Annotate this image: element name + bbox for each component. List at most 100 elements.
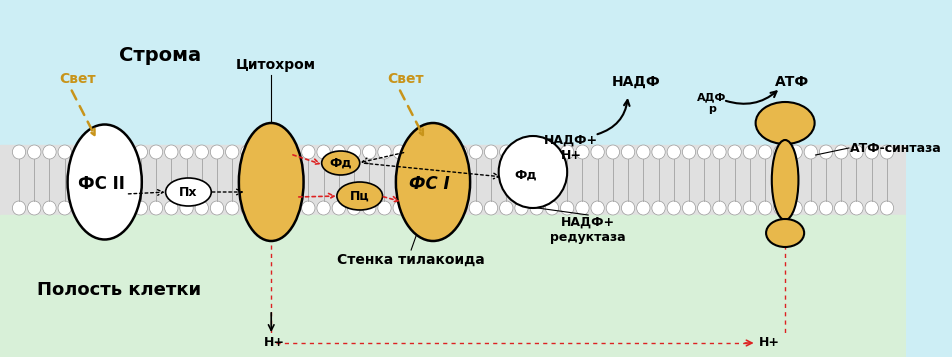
Circle shape bbox=[622, 201, 635, 215]
Text: Пц: Пц bbox=[350, 190, 369, 202]
Text: Пх: Пх bbox=[179, 186, 198, 198]
Circle shape bbox=[347, 145, 361, 159]
Circle shape bbox=[561, 145, 574, 159]
Text: Фд: Фд bbox=[329, 156, 352, 170]
Circle shape bbox=[378, 201, 391, 215]
Circle shape bbox=[683, 201, 696, 215]
Circle shape bbox=[622, 145, 635, 159]
Circle shape bbox=[165, 201, 178, 215]
Ellipse shape bbox=[239, 123, 304, 241]
Circle shape bbox=[287, 145, 300, 159]
Circle shape bbox=[683, 145, 696, 159]
Circle shape bbox=[180, 145, 193, 159]
Text: Свет: Свет bbox=[387, 72, 424, 86]
Circle shape bbox=[271, 201, 285, 215]
Ellipse shape bbox=[68, 125, 142, 240]
Circle shape bbox=[591, 145, 605, 159]
Circle shape bbox=[332, 145, 346, 159]
Circle shape bbox=[12, 145, 26, 159]
Circle shape bbox=[241, 145, 254, 159]
Circle shape bbox=[515, 145, 528, 159]
Circle shape bbox=[469, 145, 483, 159]
Ellipse shape bbox=[766, 219, 804, 247]
Bar bbox=[0, 215, 906, 357]
Circle shape bbox=[180, 201, 193, 215]
Circle shape bbox=[332, 201, 346, 215]
Ellipse shape bbox=[322, 151, 360, 175]
Circle shape bbox=[500, 201, 513, 215]
Circle shape bbox=[28, 145, 41, 159]
Text: Строма: Строма bbox=[119, 45, 201, 65]
Circle shape bbox=[165, 145, 178, 159]
Circle shape bbox=[73, 145, 87, 159]
Circle shape bbox=[469, 201, 483, 215]
Circle shape bbox=[58, 145, 71, 159]
Circle shape bbox=[347, 201, 361, 215]
Ellipse shape bbox=[337, 182, 383, 210]
Text: АТФ-синтаза: АТФ-синтаза bbox=[850, 141, 942, 155]
Text: НАДФ+
редуктаза: НАДФ+ редуктаза bbox=[550, 216, 625, 244]
Circle shape bbox=[287, 201, 300, 215]
Circle shape bbox=[408, 201, 422, 215]
Circle shape bbox=[317, 145, 330, 159]
Circle shape bbox=[576, 201, 589, 215]
Circle shape bbox=[698, 201, 711, 215]
Circle shape bbox=[774, 201, 787, 215]
Circle shape bbox=[713, 145, 726, 159]
Circle shape bbox=[804, 145, 818, 159]
Circle shape bbox=[302, 145, 315, 159]
Circle shape bbox=[210, 201, 224, 215]
Circle shape bbox=[43, 201, 56, 215]
Circle shape bbox=[530, 145, 544, 159]
Circle shape bbox=[271, 145, 285, 159]
Circle shape bbox=[606, 201, 620, 215]
Ellipse shape bbox=[396, 123, 470, 241]
Circle shape bbox=[12, 201, 26, 215]
Circle shape bbox=[424, 201, 437, 215]
Circle shape bbox=[454, 145, 467, 159]
Circle shape bbox=[408, 145, 422, 159]
Circle shape bbox=[667, 145, 681, 159]
Circle shape bbox=[43, 145, 56, 159]
Circle shape bbox=[499, 136, 567, 208]
Circle shape bbox=[256, 201, 269, 215]
Circle shape bbox=[363, 145, 376, 159]
Circle shape bbox=[606, 145, 620, 159]
Circle shape bbox=[226, 145, 239, 159]
Text: АТФ: АТФ bbox=[775, 75, 809, 89]
Circle shape bbox=[881, 145, 894, 159]
Circle shape bbox=[637, 145, 650, 159]
Text: Свет: Свет bbox=[59, 72, 95, 86]
Circle shape bbox=[576, 145, 589, 159]
Text: НАДФ+
H+: НАДФ+ H+ bbox=[544, 134, 598, 162]
Circle shape bbox=[195, 201, 208, 215]
Circle shape bbox=[439, 201, 452, 215]
Circle shape bbox=[302, 201, 315, 215]
Circle shape bbox=[393, 201, 407, 215]
Circle shape bbox=[89, 201, 102, 215]
Circle shape bbox=[759, 201, 772, 215]
Ellipse shape bbox=[772, 140, 799, 220]
Circle shape bbox=[561, 201, 574, 215]
Circle shape bbox=[134, 201, 148, 215]
Circle shape bbox=[104, 145, 117, 159]
Circle shape bbox=[119, 145, 132, 159]
Circle shape bbox=[850, 201, 863, 215]
Text: H+: H+ bbox=[264, 337, 285, 350]
Circle shape bbox=[58, 201, 71, 215]
Text: H+: H+ bbox=[759, 337, 780, 350]
Circle shape bbox=[698, 145, 711, 159]
Bar bbox=[0, 0, 906, 145]
Circle shape bbox=[728, 201, 742, 215]
Circle shape bbox=[804, 201, 818, 215]
Text: ФС I: ФС I bbox=[408, 175, 449, 193]
Circle shape bbox=[195, 145, 208, 159]
Circle shape bbox=[865, 201, 879, 215]
Circle shape bbox=[104, 201, 117, 215]
Circle shape bbox=[835, 201, 848, 215]
Circle shape bbox=[515, 201, 528, 215]
Circle shape bbox=[774, 145, 787, 159]
Circle shape bbox=[530, 201, 544, 215]
Text: АДФ
р: АДФ р bbox=[697, 92, 726, 114]
Bar bbox=[0, 145, 906, 215]
